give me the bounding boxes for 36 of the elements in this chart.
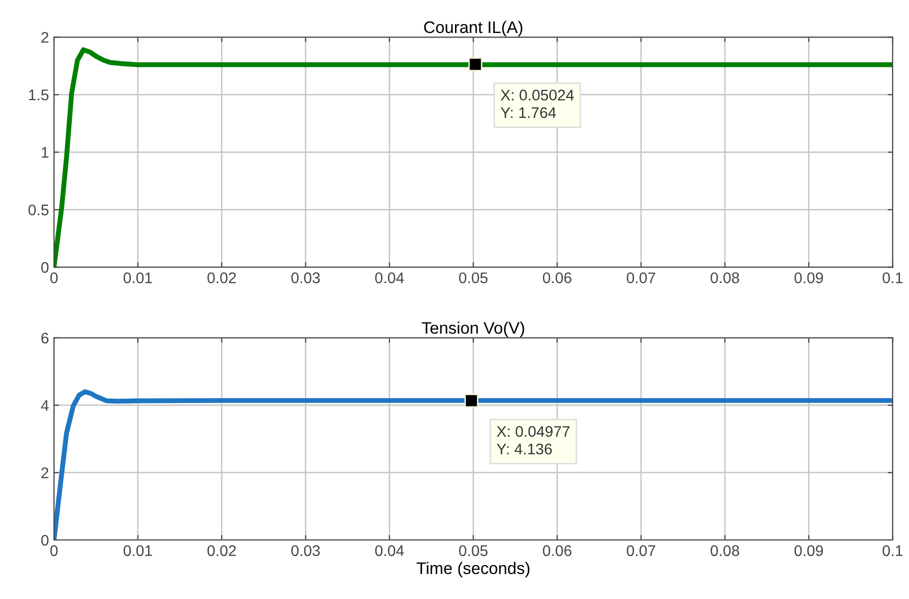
x-tick-label: 0.04: [375, 545, 404, 556]
x-tick-label: 0.05: [459, 545, 488, 556]
x-tick-label: 0.07: [626, 545, 656, 556]
x-tick-label: 0.01: [124, 545, 152, 556]
x-tick-label: 0.03: [291, 545, 320, 556]
x-tick-label: 0.09: [794, 272, 823, 284]
chart-title: Tension Vo(V): [422, 322, 524, 338]
x-tick-label: 0: [50, 545, 58, 556]
annotation: X: 0.04977 Y: 4.136: [496, 426, 570, 454]
x-tick-label: 0.08: [710, 272, 740, 284]
y-tick-label: 2: [41, 32, 48, 43]
x-axis-title: Time (seconds): [416, 562, 530, 578]
y-tick-label: 4: [40, 400, 49, 411]
x-tick-label: 0.1: [882, 545, 903, 556]
x-tick-label: 0.07: [626, 272, 656, 284]
y-tick-label: 0: [41, 534, 49, 546]
x-tick-label: 0.02: [207, 545, 236, 556]
x-tick-label: 0.06: [542, 272, 572, 284]
x-tick-label: 0.03: [291, 272, 320, 284]
chart-title: Courant IL(A): [424, 20, 522, 36]
y-tick-label: 6: [41, 332, 48, 344]
annotation: X: 0.05024 Y: 1.764: [500, 90, 574, 118]
x-tick-label: 0.1: [882, 272, 903, 284]
x-tick-label: 0.01: [124, 272, 152, 284]
x-tick-label: 0: [50, 272, 58, 284]
y-tick-label: 2: [41, 467, 48, 478]
x-tick-label: 0.04: [375, 272, 404, 284]
x-tick-label: 0.02: [207, 272, 236, 284]
x-tick-label: 0.06: [542, 545, 572, 556]
x-tick-label: 0.05: [459, 272, 488, 284]
y-tick-label: 1.5: [29, 90, 48, 100]
y-tick-label: 0.5: [28, 204, 48, 216]
x-tick-label: 0.09: [794, 545, 823, 556]
x-tick-label: 0.08: [710, 545, 740, 556]
y-tick-label: 0: [41, 262, 49, 273]
y-tick-label: 1: [42, 147, 48, 158]
